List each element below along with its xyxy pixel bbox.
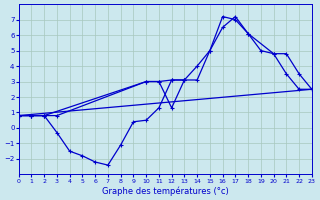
X-axis label: Graphe des températures (°c): Graphe des températures (°c) — [102, 186, 229, 196]
